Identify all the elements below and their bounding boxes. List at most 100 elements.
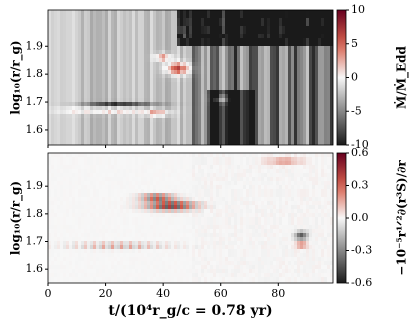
heatmap-cell: [195, 197, 198, 201]
heatmap-cell: [189, 58, 192, 62]
heatmap-cell: [261, 66, 264, 70]
heatmap-cell: [102, 217, 105, 221]
heatmap-cell: [249, 22, 252, 26]
heatmap-cell: [129, 82, 132, 86]
heatmap-cell: [165, 157, 168, 161]
heatmap-cell: [264, 106, 267, 110]
heatmap-cell: [156, 205, 159, 209]
heatmap-cell: [270, 138, 273, 142]
heatmap-cell: [267, 74, 270, 78]
heatmap-cell: [174, 110, 177, 114]
heatmap-cell: [54, 62, 57, 66]
heatmap-cell: [132, 189, 135, 193]
heatmap-cell: [57, 46, 60, 50]
heatmap-cell: [234, 114, 237, 118]
heatmap-cell: [135, 217, 138, 221]
heatmap-cell: [84, 153, 87, 157]
heatmap-cell: [138, 58, 141, 62]
heatmap-cell: [264, 10, 267, 14]
heatmap-cell: [99, 225, 102, 229]
heatmap-cell: [285, 110, 288, 114]
heatmap-cell: [147, 197, 150, 201]
heatmap-cell: [318, 58, 321, 62]
heatmap-cell: [312, 118, 315, 122]
heatmap-cell: [174, 181, 177, 185]
heatmap-cell: [102, 209, 105, 213]
heatmap-cell: [96, 82, 99, 86]
heatmap-cell: [165, 114, 168, 118]
heatmap-cell: [108, 213, 111, 217]
heatmap-cell: [54, 269, 57, 273]
heatmap-cell: [60, 241, 63, 245]
heatmap-cell: [201, 98, 204, 102]
heatmap-cell: [321, 114, 324, 118]
heatmap-cell: [267, 94, 270, 98]
heatmap-cell: [132, 30, 135, 34]
heatmap-cell: [93, 217, 96, 221]
heatmap-cell: [255, 122, 258, 126]
heatmap-cell: [138, 217, 141, 221]
heatmap-cell: [162, 134, 165, 138]
heatmap-cell: [87, 98, 90, 102]
heatmap-cell: [78, 14, 81, 18]
heatmap-cell: [126, 173, 129, 177]
heatmap-cell: [183, 134, 186, 138]
heatmap-cell: [249, 62, 252, 66]
heatmap-cell: [102, 138, 105, 142]
heatmap-cell: [252, 22, 255, 26]
heatmap-cell: [144, 46, 147, 50]
heatmap-cell: [63, 46, 66, 50]
heatmap-cell: [306, 106, 309, 110]
heatmap-cell: [267, 50, 270, 54]
heatmap-cell: [57, 98, 60, 102]
heatmap-cell: [75, 189, 78, 193]
heatmap-cell: [129, 213, 132, 217]
heatmap-cell: [189, 257, 192, 261]
heatmap-cell: [126, 26, 129, 30]
heatmap-cell: [318, 62, 321, 66]
heatmap-cell: [60, 22, 63, 26]
heatmap-cell: [141, 46, 144, 50]
heatmap-cell: [90, 169, 93, 173]
heatmap-cell: [132, 173, 135, 177]
heatmap-cell: [141, 106, 144, 110]
heatmap-cell: [279, 86, 282, 90]
heatmap-cell: [204, 90, 207, 94]
heatmap-cell: [210, 62, 213, 66]
heatmap-cell: [177, 14, 180, 18]
heatmap-cell: [162, 58, 165, 62]
heatmap-cell: [96, 134, 99, 138]
heatmap-cell: [120, 54, 123, 58]
heatmap-cell: [189, 225, 192, 229]
heatmap-cell: [99, 265, 102, 269]
heatmap-cell: [171, 82, 174, 86]
heatmap-cell: [288, 118, 291, 122]
heatmap-cell: [294, 142, 297, 145]
heatmap-cell: [63, 122, 66, 126]
heatmap-cell: [63, 153, 66, 157]
heatmap-cell: [150, 46, 153, 50]
heatmap-cell: [54, 102, 57, 106]
heatmap-cell: [57, 193, 60, 197]
heatmap-cell: [81, 30, 84, 34]
heatmap-cell: [150, 229, 153, 233]
heatmap-cell: [216, 82, 219, 86]
heatmap-cell: [111, 82, 114, 86]
heatmap-cell: [309, 26, 312, 30]
heatmap-cell: [252, 114, 255, 118]
heatmap-cell: [126, 74, 129, 78]
heatmap-cell: [132, 169, 135, 173]
heatmap-cell: [141, 102, 144, 106]
heatmap-cell: [195, 38, 198, 42]
heatmap-cell: [117, 193, 120, 197]
heatmap-cell: [285, 118, 288, 122]
heatmap-cell: [300, 26, 303, 30]
heatmap-cell: [303, 10, 306, 14]
heatmap-cell: [87, 70, 90, 74]
heatmap-cell: [249, 114, 252, 118]
heatmap-cell: [117, 173, 120, 177]
heatmap-cell: [312, 10, 315, 14]
heatmap-cell: [216, 58, 219, 62]
heatmap-cell: [288, 142, 291, 145]
heatmap-cell: [162, 189, 165, 193]
